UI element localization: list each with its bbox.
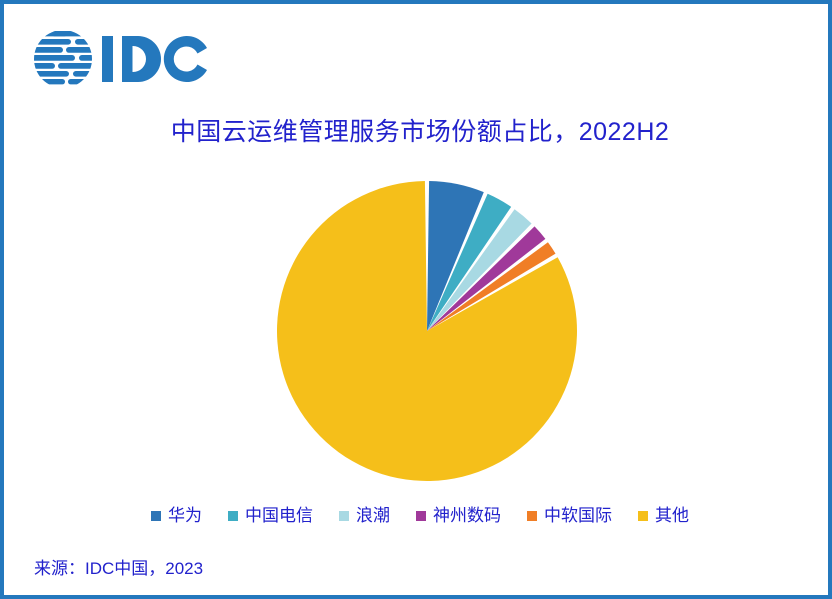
idc-globe-icon (34, 31, 92, 85)
legend-swatch-icon (151, 510, 161, 521)
legend-item[interactable]: 华为 (151, 507, 202, 524)
pie-slice[interactable] (427, 226, 546, 331)
legend-swatch-icon (228, 510, 238, 521)
pie-chart (272, 176, 582, 486)
pie-slice-group (277, 181, 577, 481)
pie-slice[interactable] (427, 181, 484, 331)
pie-slice[interactable] (427, 193, 512, 331)
legend-swatch-icon (527, 510, 537, 521)
source-note: 来源：IDC中国，2023 (34, 559, 204, 578)
legend-swatch-icon (416, 510, 426, 521)
legend-item[interactable]: 中软国际 (527, 507, 612, 524)
chart-legend: 华为 中国电信 浪潮 神州数码 中软国际 其他 (4, 507, 828, 524)
legend-label: 浪潮 (356, 506, 390, 525)
idc-logo-svg (34, 31, 207, 85)
legend-label: 神州数码 (433, 506, 501, 525)
legend-label: 中软国际 (544, 506, 612, 525)
legend-label: 其他 (655, 506, 689, 525)
pie-slice[interactable] (427, 209, 532, 331)
pie-chart-svg (277, 181, 577, 481)
pie-slice[interactable] (427, 242, 556, 331)
legend-item[interactable]: 浪潮 (339, 507, 390, 524)
legend-item[interactable]: 神州数码 (416, 507, 501, 524)
legend-label: 中国电信 (245, 506, 313, 525)
pie-slice[interactable] (277, 181, 577, 481)
legend-label: 华为 (168, 506, 202, 525)
legend-swatch-icon (638, 510, 648, 521)
idc-logo (32, 28, 212, 90)
legend-item[interactable]: 中国电信 (228, 507, 313, 524)
legend-swatch-icon (339, 510, 349, 521)
chart-title: 中国云运维管理服务市场份额占比，2022H2 (170, 118, 670, 146)
legend-item[interactable]: 其他 (638, 507, 689, 524)
idc-wordmark (102, 36, 207, 83)
